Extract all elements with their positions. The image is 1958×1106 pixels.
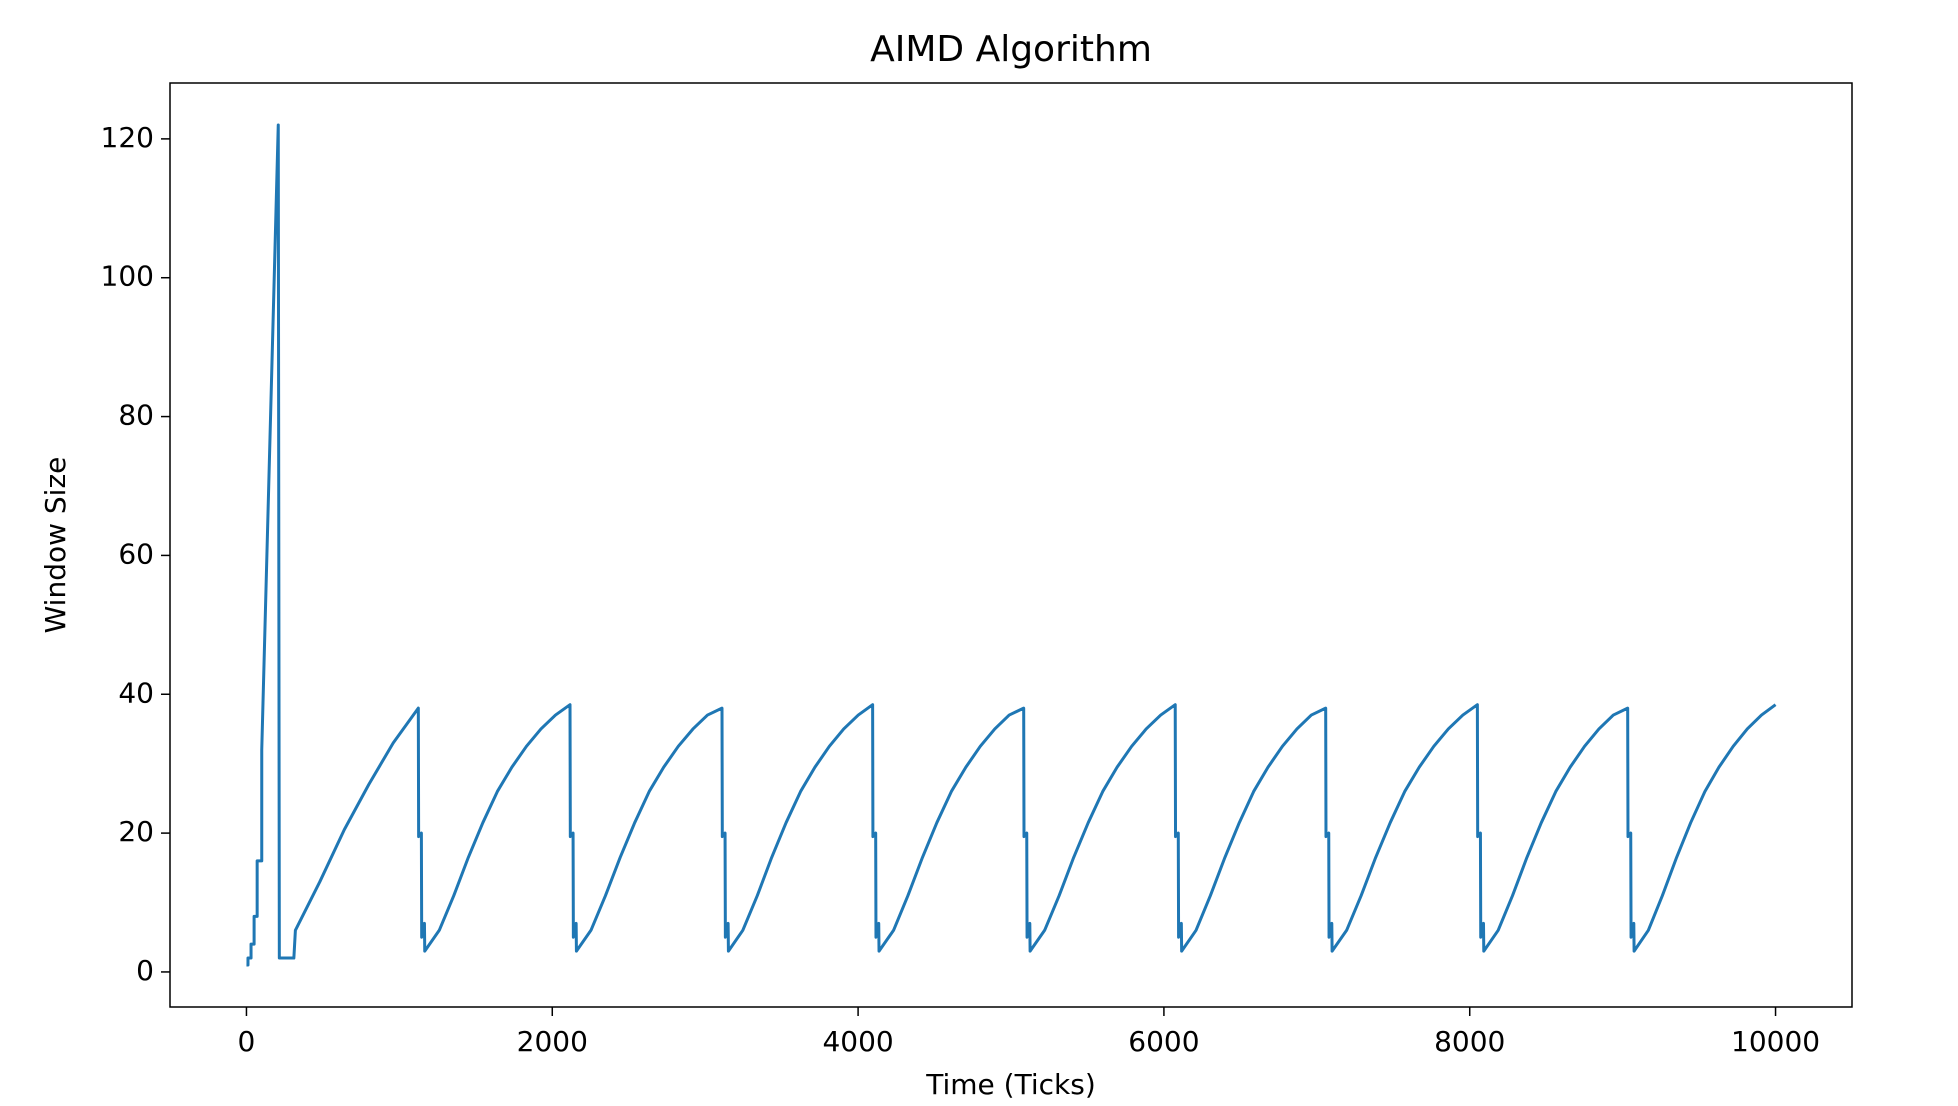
data-line xyxy=(246,123,1777,967)
y-axis-label: Window Size xyxy=(39,457,72,634)
x-tick-label: 10000 xyxy=(1731,1025,1820,1058)
x-axis-label: Time (Ticks) xyxy=(925,1068,1096,1101)
plot-frame xyxy=(169,82,1853,1008)
y-tick-label: 80 xyxy=(118,399,154,432)
y-tick-label: 60 xyxy=(118,537,154,570)
x-tick-label: 0 xyxy=(238,1025,256,1058)
y-tick-label: 0 xyxy=(136,954,154,987)
y-tick-label: 100 xyxy=(101,260,154,293)
x-tick-label: 2000 xyxy=(517,1025,588,1058)
x-tick-label: 4000 xyxy=(822,1025,893,1058)
x-tick-label: 8000 xyxy=(1434,1025,1505,1058)
y-tick-label: 20 xyxy=(118,815,154,848)
chart-title: AIMD Algorithm xyxy=(870,29,1152,70)
y-tick-label: 40 xyxy=(118,676,154,709)
y-tick-label: 120 xyxy=(101,121,154,154)
x-tick-label: 6000 xyxy=(1128,1025,1199,1058)
